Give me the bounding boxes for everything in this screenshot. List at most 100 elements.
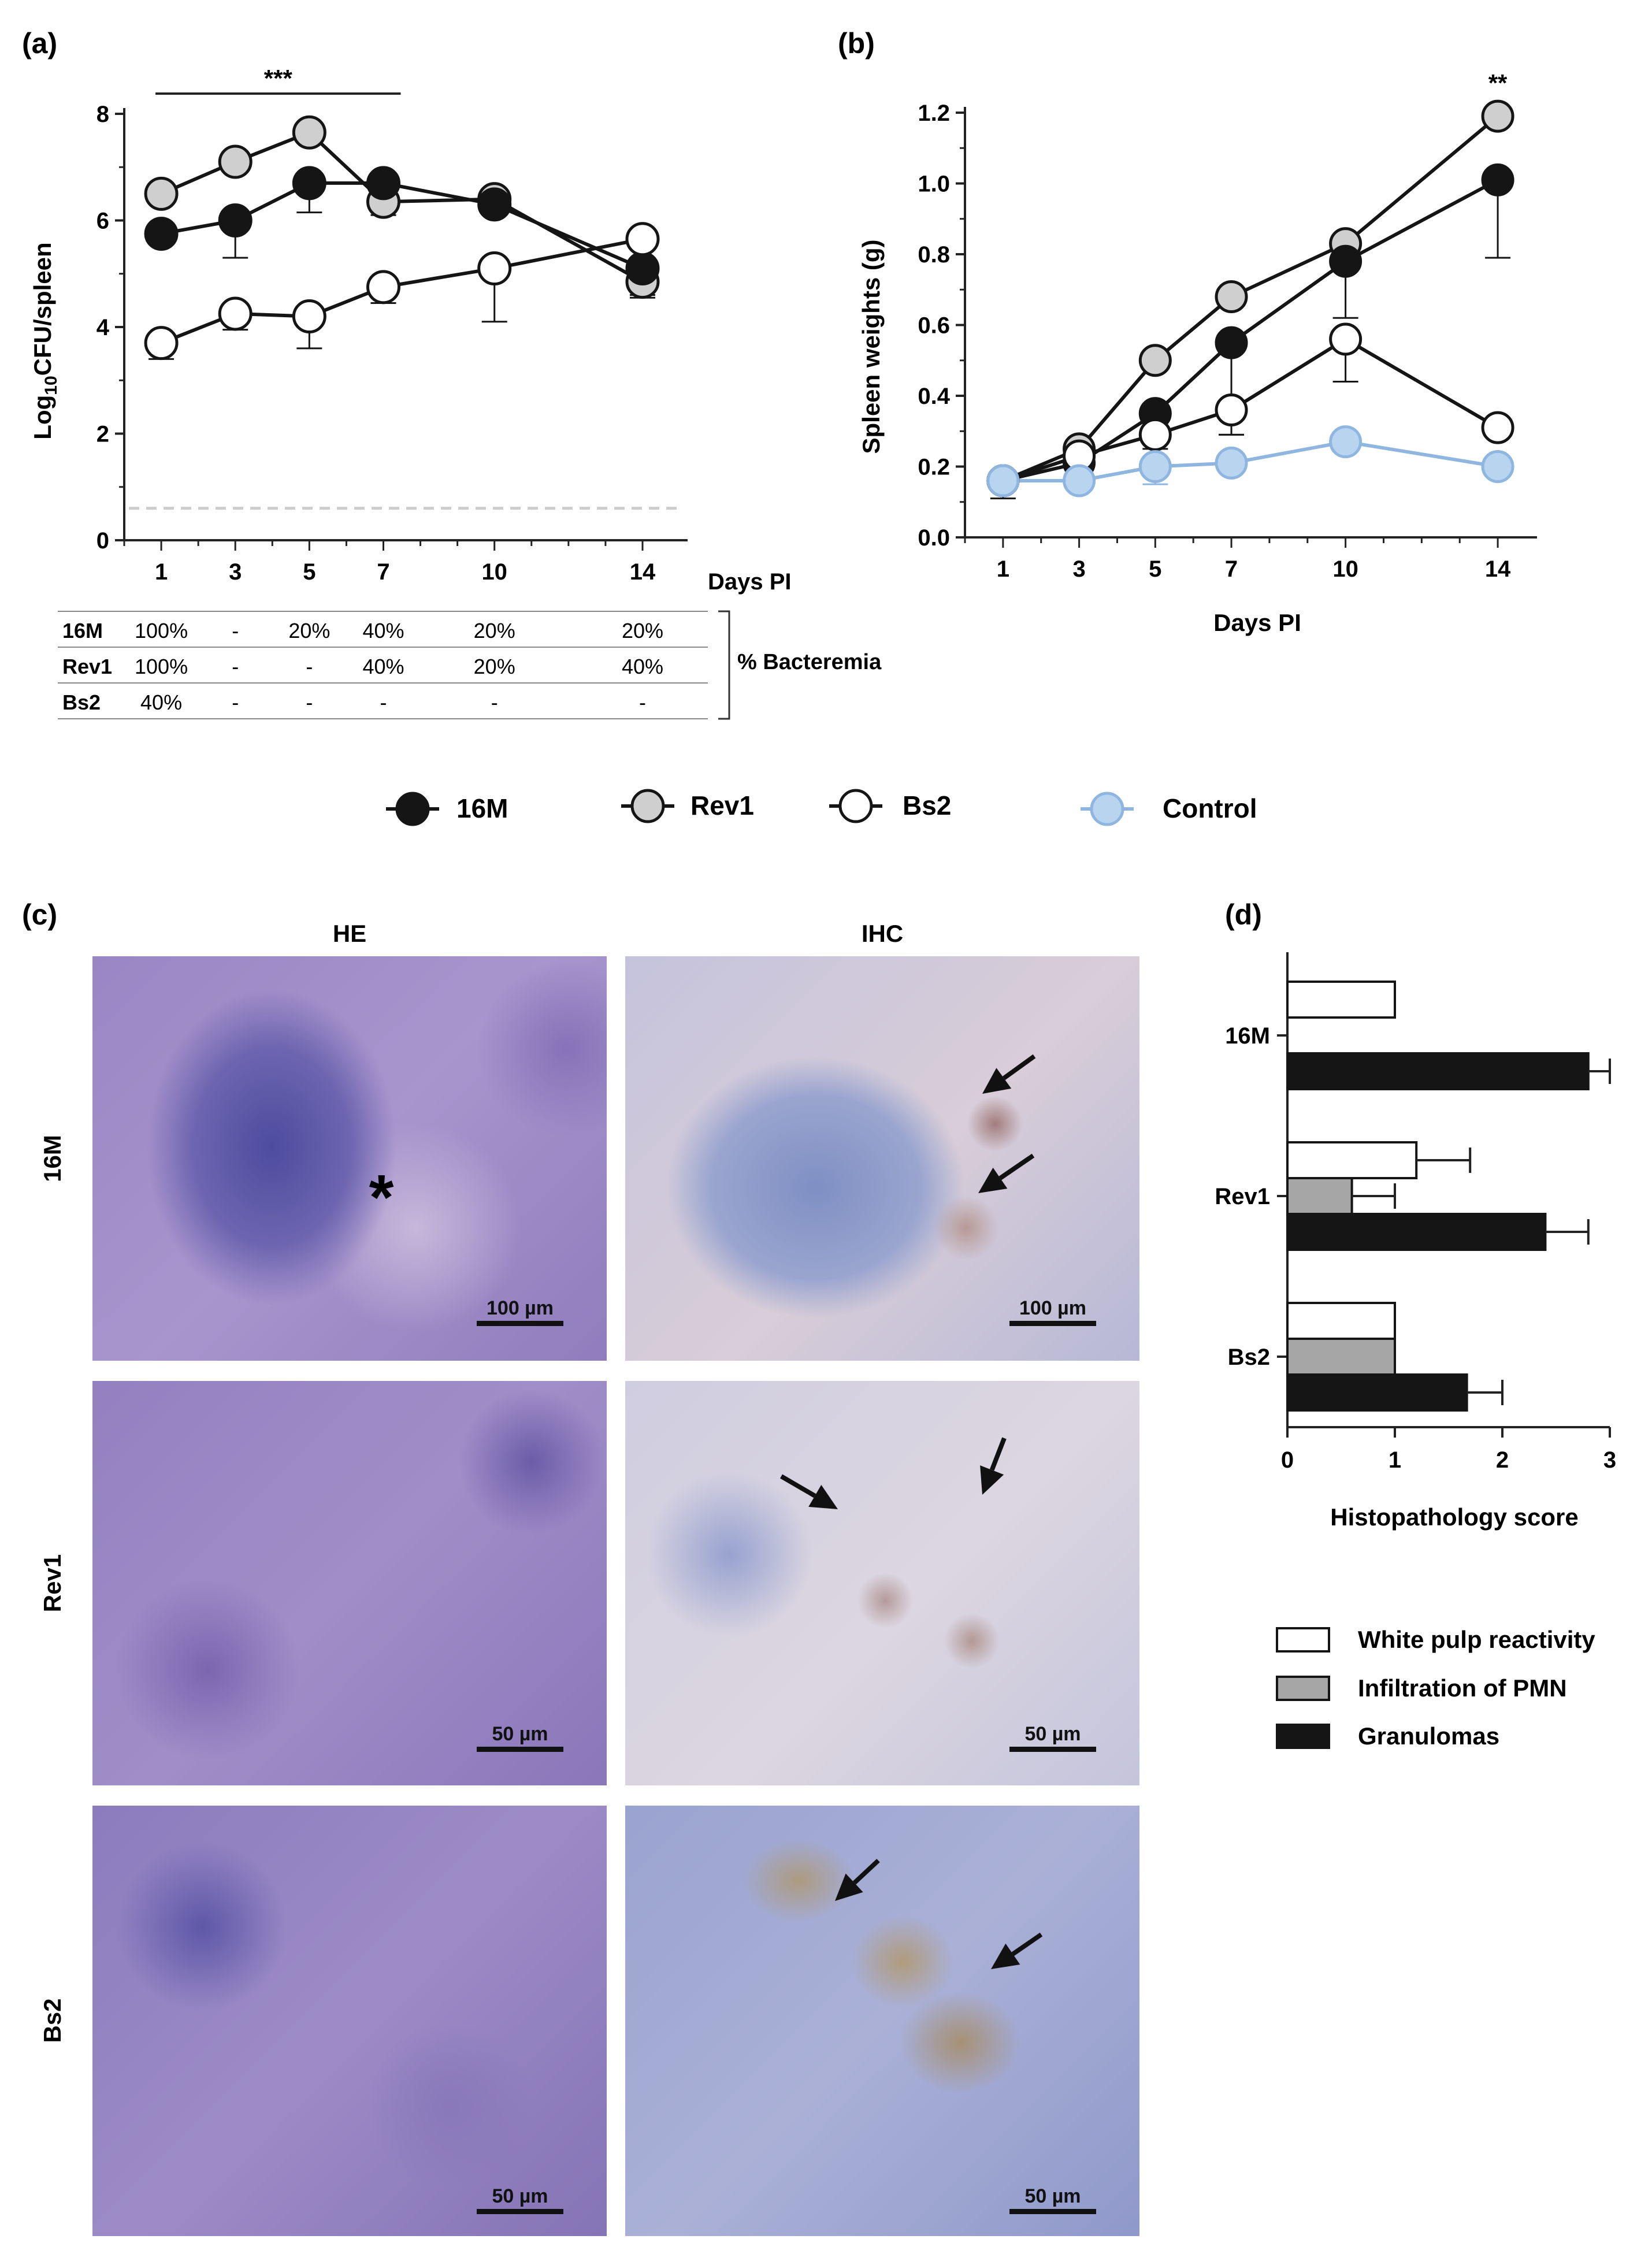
chart-a-y-tick-label: 4: [96, 315, 110, 340]
legend-item-pmn: Infiltration of PMN: [1276, 1674, 1567, 1702]
micrograph-ihc-16m: [625, 956, 1139, 1361]
chart-a-point-rev1: [292, 115, 326, 150]
chart-b-y-tick-label: 0.6: [918, 313, 950, 339]
chart-a-y-tick-label: 0: [96, 528, 109, 554]
chart-b-y-tick-label: 0.0: [918, 525, 950, 551]
granuloma-asterisk: *: [369, 1162, 394, 1233]
bacteremia-row-label: Rev1: [62, 655, 112, 678]
legend-label-bs2: Bs2: [903, 790, 951, 820]
chart-a-significance: ***: [264, 65, 293, 92]
chart-d-bar: [1286, 1213, 1547, 1251]
legend-marker-16m: [395, 792, 430, 826]
chart-b-point-control: [1063, 464, 1096, 497]
chart-b-point-rev1: [1138, 344, 1172, 377]
chart-a-point-16m: [292, 166, 326, 200]
chart-d-x-tick-label: 1: [1389, 1447, 1401, 1473]
bacteremia-cell: 20%: [474, 655, 515, 678]
chart-d-bar: [1286, 1338, 1396, 1376]
chart-a-x-tick-label: 5: [303, 559, 315, 585]
scale-bar-line: [477, 1747, 563, 1752]
legend-label-control: Control: [1163, 793, 1257, 823]
panel-label-a: (a): [22, 27, 57, 60]
scale-bar-he-bs2: 50 µm: [477, 2185, 563, 2214]
scale-bar-label: 50 µm: [492, 1723, 548, 1745]
panel-label-d: (d): [1225, 898, 1262, 931]
micrograph-he-rev1: [92, 1381, 607, 1785]
legend-label-rev1: Rev1: [691, 790, 754, 820]
arrow-head: [978, 1167, 1008, 1193]
arrow-icon: [980, 1437, 1007, 1495]
scale-bar-line: [477, 2209, 563, 2214]
chart-b-significance: **: [1488, 69, 1508, 96]
chart-a-ylabel-suffix: CFU/spleen: [29, 242, 56, 376]
scale-bar-he-16m: 100 µm: [477, 1297, 563, 1326]
micrograph-ihc-bs2: [625, 1806, 1139, 2236]
legend-swatch-white: [1276, 1627, 1330, 1653]
chart-b-point-control: [1481, 450, 1514, 483]
legend-marker-control: [1090, 792, 1124, 826]
chart-d-histopathology: Histopathology score 0 1 2 3 16M Rev1 Bs2: [1215, 952, 1616, 1531]
bacteremia-cell: 20%: [474, 619, 515, 643]
legend-label-pmn: Infiltration of PMN: [1358, 1674, 1567, 1702]
chart-d-bar: [1286, 1373, 1468, 1412]
arrow-icon: [978, 1153, 1035, 1193]
scale-bar-line: [1009, 1321, 1096, 1326]
chart-b-point-rev1: [1215, 280, 1248, 313]
strain-legend: 16M Rev1 Bs2 Control: [386, 789, 1257, 826]
bacteremia-cell: 40%: [622, 655, 663, 678]
scale-bar-label: 100 µm: [487, 1297, 554, 1319]
chart-b-point-16m: [1329, 244, 1363, 278]
chart-d-x-tick-label: 2: [1496, 1447, 1509, 1473]
chart-b-point-bs2: [1481, 411, 1514, 444]
bacteremia-row-label: Bs2: [62, 690, 101, 714]
scale-bar-he-rev1: 50 µm: [477, 1723, 563, 1752]
scale-bar-ihc-bs2: 50 µm: [1009, 2185, 1096, 2214]
bacteremia-label: % Bacteremia: [737, 650, 882, 674]
chart-b-y-tick-label: 1.0: [918, 172, 950, 197]
arrow-head: [808, 1484, 838, 1509]
bacteremia-cell: 20%: [622, 619, 663, 643]
legend-label-white-pulp: White pulp reactivity: [1358, 1626, 1595, 1653]
row-heading-bs2: Bs2: [39, 1998, 66, 2043]
scale-bar-line: [1009, 1747, 1096, 1752]
chart-a-ylabel: Log10CFU/spleen: [29, 242, 61, 439]
chart-b-point-16m: [1481, 163, 1514, 196]
chart-a-point-bs2: [218, 296, 253, 331]
histopathology-legend: White pulp reactivity Infiltration of PM…: [1276, 1626, 1595, 1750]
chart-b-x-tick-label: 14: [1485, 556, 1511, 582]
bacteremia-cell: 20%: [288, 619, 330, 643]
chart-a-point-bs2: [366, 270, 400, 305]
chart-b-point-rev1: [1481, 99, 1514, 133]
chart-b-y-tick-label: 0.8: [918, 242, 950, 268]
chart-b-series-line-rev1: [1002, 114, 1499, 482]
bacteremia-cell: -: [306, 690, 313, 714]
chart-b-x-tick-label: 1: [997, 556, 1009, 582]
chart-b-point-control: [1329, 425, 1363, 459]
chart-b-y-tick-label: 0.2: [918, 455, 950, 480]
arrow-icon: [779, 1474, 838, 1509]
legend-item-16m: 16M: [386, 792, 508, 826]
chart-b-point-16m: [1215, 326, 1248, 359]
legend-label-granulomas: Granulomas: [1358, 1722, 1499, 1750]
chart-a-ylabel-prefix: Log: [29, 395, 56, 440]
chart-a-point-bs2: [625, 222, 660, 257]
chart-a-x-tick-label: 1: [155, 559, 168, 585]
chart-a-y-tick-label: 8: [96, 102, 109, 127]
arrow-icon: [982, 1054, 1036, 1094]
bacteremia-table: % Bacteremia 16M 100% - 20% 40% 20% 20% Rev1 100…: [58, 610, 882, 720]
row-heading-16m: 16M: [39, 1135, 66, 1182]
chart-d-bar: [1286, 1302, 1396, 1340]
legend-item-bs2: Bs2: [829, 789, 951, 823]
scale-bar-label: 50 µm: [1024, 1723, 1081, 1745]
bacteremia-cell: 100%: [135, 655, 188, 678]
arrow-shaft: [989, 1437, 1007, 1471]
bacteremia-cell: -: [232, 655, 239, 678]
chart-d-bar: [1286, 981, 1396, 1019]
chart-a-x-tick-label: 14: [630, 559, 656, 585]
bacteremia-cell: 100%: [135, 619, 188, 643]
legend-swatch-black: [1276, 1724, 1330, 1749]
chart-b-point-control: [1215, 446, 1248, 480]
chart-b-ylabel: Spleen weights (g): [857, 239, 885, 454]
